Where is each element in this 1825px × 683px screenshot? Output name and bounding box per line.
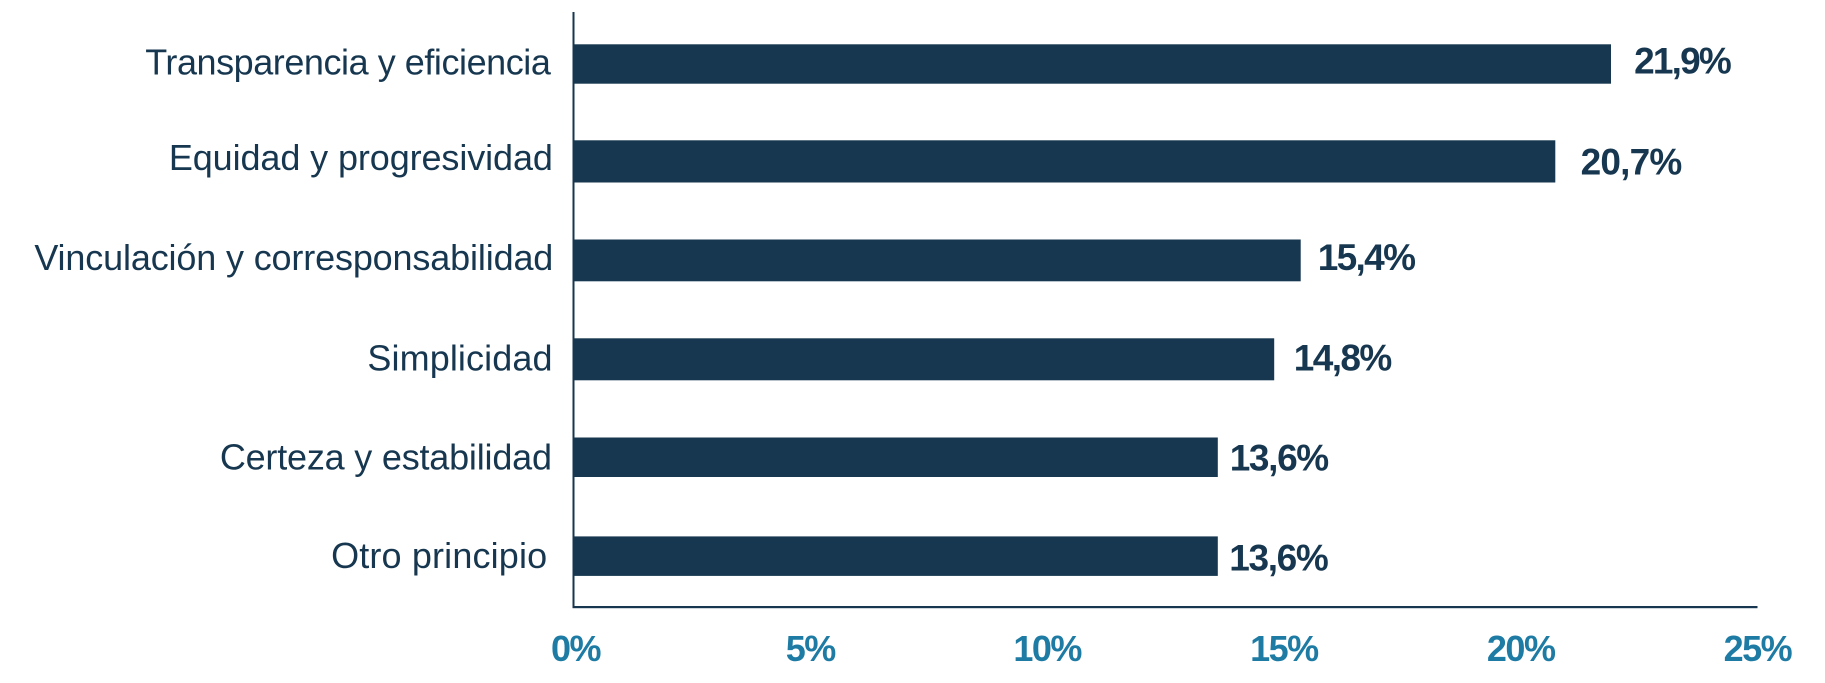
svg-text:Equidad y progresividad: Equidad y progresividad <box>169 137 553 178</box>
svg-text:Simplicidad: Simplicidad <box>367 337 552 378</box>
svg-text:15%: 15% <box>1250 628 1319 669</box>
svg-text:20,7%: 20,7% <box>1581 141 1682 182</box>
svg-text:0%: 0% <box>551 628 602 669</box>
svg-text:Otro principio: Otro principio <box>331 535 547 576</box>
svg-text:10%: 10% <box>1013 628 1082 669</box>
svg-text:21,9%: 21,9% <box>1634 40 1731 81</box>
svg-text:20%: 20% <box>1487 628 1556 669</box>
svg-text:25%: 25% <box>1724 628 1793 669</box>
svg-text:14,8%: 14,8% <box>1294 337 1392 378</box>
svg-text:13,6%: 13,6% <box>1230 437 1329 478</box>
svg-text:5%: 5% <box>786 628 837 669</box>
svg-text:15,4%: 15,4% <box>1318 237 1415 278</box>
svg-text:Certeza y estabilidad: Certeza y estabilidad <box>220 437 552 478</box>
svg-text:Vinculación y corresponsabilid: Vinculación y corresponsabilidad <box>34 237 553 278</box>
svg-text:Transparencia y eficiencia: Transparencia y eficiencia <box>145 42 552 83</box>
svg-text:13,6%: 13,6% <box>1229 538 1328 579</box>
